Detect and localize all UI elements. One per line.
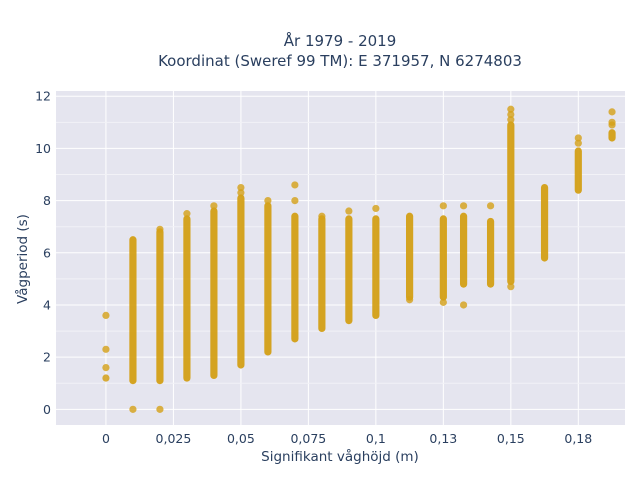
data-point bbox=[372, 204, 380, 213]
data-point bbox=[183, 210, 191, 218]
data-point bbox=[237, 183, 245, 192]
y-tick-label: 6 bbox=[43, 245, 51, 260]
data-point bbox=[237, 189, 245, 197]
data-point bbox=[318, 212, 326, 220]
data-point bbox=[102, 345, 110, 353]
x-tick-label: 0,1 bbox=[366, 431, 386, 446]
data-point bbox=[507, 110, 515, 119]
data-point bbox=[439, 298, 447, 306]
data-point bbox=[156, 405, 164, 413]
y-tick-label: 4 bbox=[43, 297, 51, 312]
data-points bbox=[102, 105, 616, 413]
data-point bbox=[439, 202, 447, 210]
x-axis-title: Signifikant våghöjd (m) bbox=[261, 448, 419, 465]
data-point bbox=[608, 108, 616, 116]
x-tick-label: 0,18 bbox=[564, 431, 592, 446]
y-axis-title: Vågperiod (s) bbox=[14, 214, 31, 304]
y-tick-label: 10 bbox=[35, 141, 51, 156]
x-tick-label: 0,075 bbox=[290, 431, 326, 446]
y-tick-label: 12 bbox=[35, 89, 51, 104]
data-point bbox=[406, 296, 414, 304]
data-point bbox=[608, 118, 616, 126]
data-point bbox=[291, 196, 299, 205]
y-tick-label: 8 bbox=[43, 193, 51, 208]
y-tick-label: 0 bbox=[43, 402, 51, 417]
data-point bbox=[459, 301, 468, 309]
data-point bbox=[102, 374, 110, 382]
x-tick-label: 0 bbox=[102, 431, 110, 446]
data-point bbox=[507, 283, 515, 291]
x-tick-label: 0,05 bbox=[227, 431, 255, 446]
data-point bbox=[129, 405, 137, 413]
data-point bbox=[264, 196, 272, 205]
chart-title-line1: År 1979 - 2019 bbox=[284, 31, 397, 50]
x-axis-ticks: 0 0,025 0,05 0,075 0,1 0,13 0,15 0,18 bbox=[102, 431, 592, 446]
y-tick-label: 2 bbox=[43, 350, 51, 365]
data-point bbox=[574, 139, 582, 147]
data-point bbox=[156, 225, 164, 233]
y-axis-ticks: 0 2 4 6 8 10 12 bbox=[35, 89, 51, 417]
data-point bbox=[486, 202, 495, 210]
x-tick-label: 0,13 bbox=[429, 431, 457, 446]
data-point bbox=[574, 134, 582, 142]
data-point bbox=[102, 311, 110, 320]
grid-lines bbox=[56, 91, 625, 425]
data-point bbox=[210, 202, 218, 210]
data-point bbox=[102, 363, 110, 372]
x-tick-label: 0,025 bbox=[156, 431, 192, 446]
plot-area bbox=[56, 91, 625, 425]
data-point bbox=[507, 105, 515, 113]
chart-title-line2: Koordinat (Sweref 99 TM): E 371957, N 62… bbox=[158, 52, 522, 70]
data-point bbox=[291, 181, 299, 189]
data-point bbox=[459, 202, 468, 210]
data-point bbox=[345, 207, 353, 215]
x-tick-label: 0,15 bbox=[497, 431, 525, 446]
data-point bbox=[507, 116, 515, 124]
